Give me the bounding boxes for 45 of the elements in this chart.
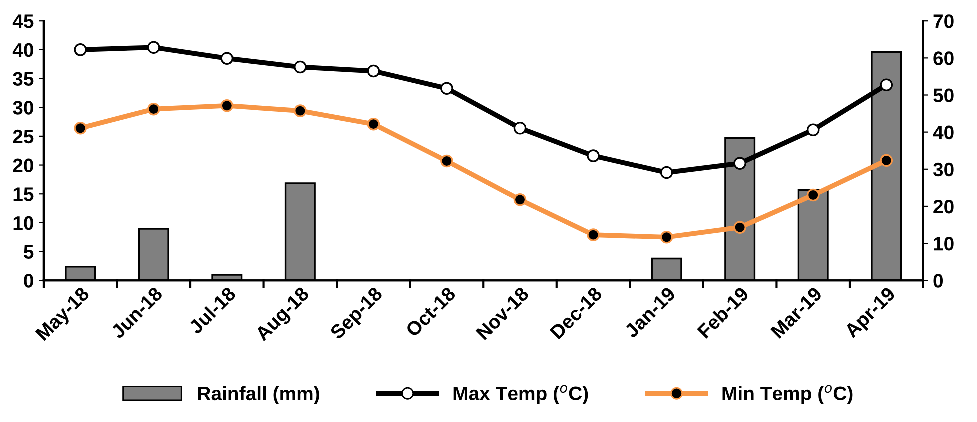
- point: [806, 188, 820, 202]
- point: [294, 60, 307, 74]
- point: [734, 221, 746, 234]
- y2-tick-label: 70: [934, 14, 954, 28]
- y-tick-label: 20: [13, 158, 34, 173]
- point: [734, 157, 746, 170]
- y-tick-label: 30: [13, 101, 34, 115]
- point: [220, 52, 234, 65]
- point: [880, 78, 894, 92]
- point: [294, 104, 307, 118]
- y-tick-label: 0: [24, 274, 34, 288]
- point: [440, 154, 454, 168]
- point: [587, 150, 600, 162]
- point: [440, 82, 454, 95]
- y2-tick-label: 20: [934, 200, 954, 214]
- y2-tick-label: 60: [934, 52, 954, 66]
- y-tick-label: 40: [12, 43, 34, 58]
- y-tick-label: 25: [13, 130, 34, 144]
- point: [514, 122, 527, 135]
- point: [367, 64, 380, 78]
- legend-label: Max Temp ($^{o}$C): [454, 385, 588, 404]
- point: [220, 99, 234, 112]
- y-tick-label: 35: [13, 72, 34, 86]
- y-tick-label: 15: [14, 188, 34, 202]
- y2-tick-label: 50: [934, 88, 954, 102]
- point: [147, 41, 160, 54]
- legend-label: Rainfall (mm): [198, 386, 320, 404]
- y-tick-label: 5: [24, 245, 34, 260]
- point: [147, 102, 160, 116]
- point: [880, 154, 894, 168]
- y2-tick-label: 10: [934, 237, 954, 251]
- y2-tick-label: 30: [933, 162, 954, 177]
- point: [74, 122, 87, 135]
- point: [587, 228, 600, 242]
- y-tick-label: 45: [12, 14, 34, 28]
- legend-label: Min Temp ($^{o}$C): [722, 385, 853, 404]
- point: [74, 44, 87, 56]
- point: [660, 166, 674, 180]
- point: [514, 193, 527, 206]
- point: [806, 124, 820, 136]
- point: [660, 230, 674, 244]
- point: [367, 118, 380, 131]
- y-tick-label: 10: [14, 216, 34, 230]
- y2-tick-label: 0: [934, 274, 944, 288]
- y2-tick-label: 40: [933, 126, 954, 140]
